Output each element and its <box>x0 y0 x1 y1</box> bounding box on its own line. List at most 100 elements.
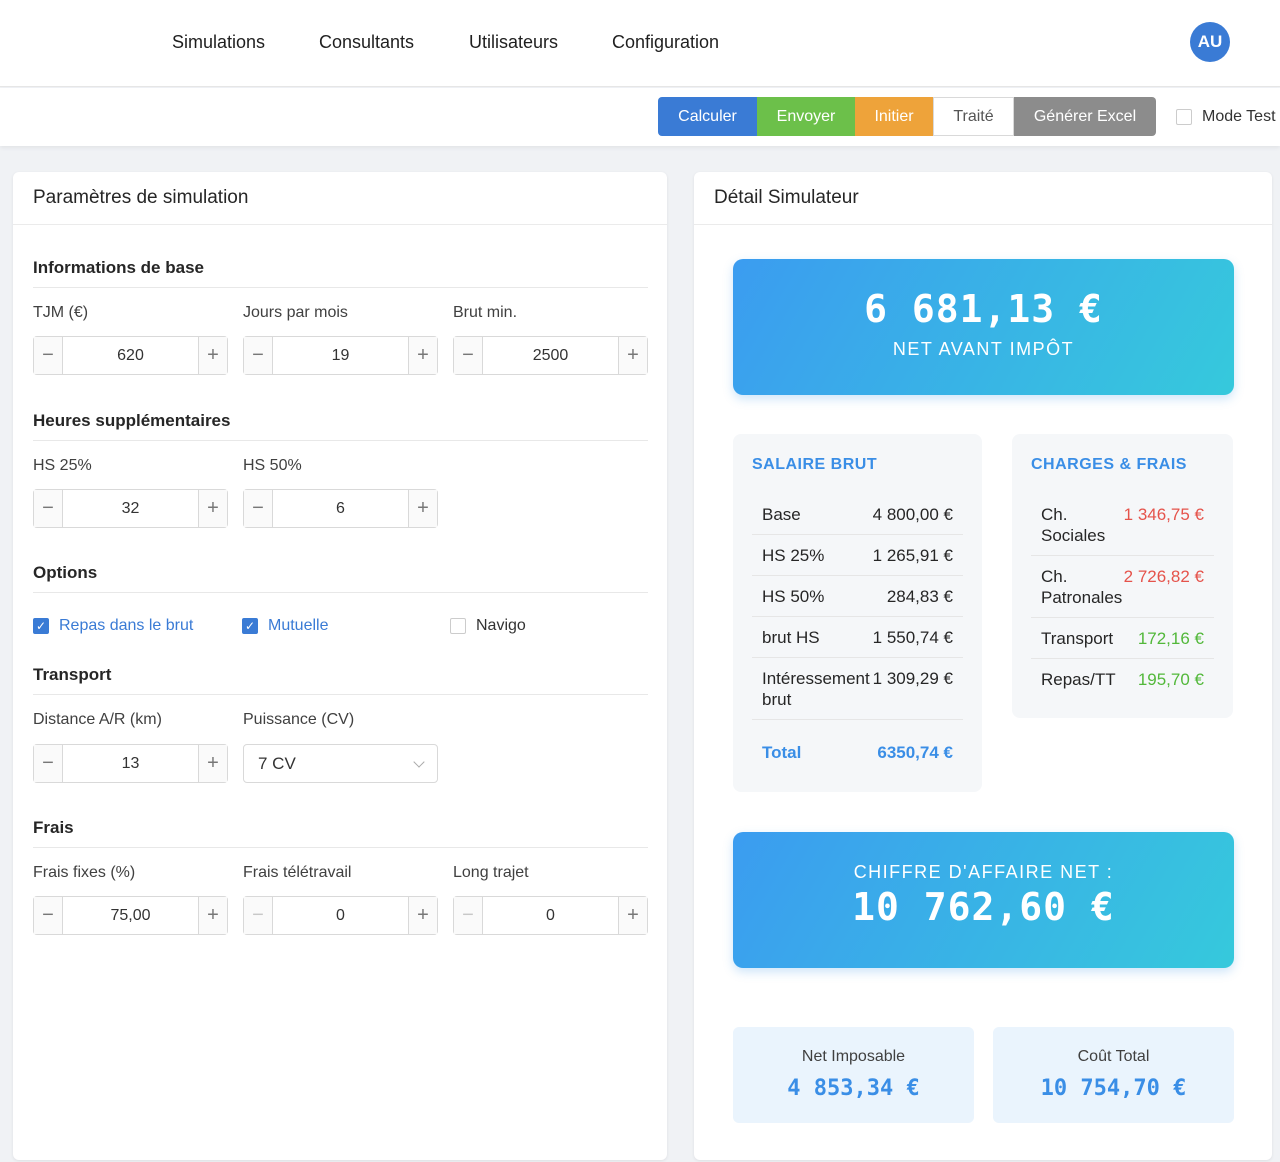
section-transport-title: Transport <box>33 665 112 684</box>
increment-button[interactable]: + <box>198 745 227 782</box>
brut-row-hs25: HS 25% 1 265,91 € <box>752 535 963 576</box>
brut-min-label: Brut min. <box>453 304 518 321</box>
increment-button[interactable]: + <box>198 897 227 934</box>
brut-row-brut-hs: brut HS 1 550,74 € <box>752 617 963 658</box>
check-icon[interactable]: ✓ <box>242 618 258 634</box>
decrement-button[interactable]: − <box>244 897 273 934</box>
decrement-button[interactable]: − <box>244 337 273 374</box>
row-value: 1 346,75 € <box>1123 505 1204 524</box>
hs50-input[interactable]: 6 <box>336 499 345 517</box>
increment-button[interactable]: + <box>408 897 437 934</box>
mode-test-checkbox[interactable] <box>1176 109 1192 125</box>
long-trajet-stepper[interactable]: − 0 + <box>453 896 648 935</box>
initier-button[interactable]: Initier <box>855 97 933 136</box>
increment-button[interactable]: + <box>618 897 647 934</box>
row-label: brut HS <box>762 628 820 647</box>
navigo-option[interactable]: Navigo <box>450 617 526 635</box>
frais-teletravail-stepper[interactable]: − 0 + <box>243 896 438 935</box>
tjm-input[interactable]: 620 <box>117 346 144 364</box>
jours-label: Jours par mois <box>243 304 348 321</box>
net-imposable-card: Net Imposable 4 853,34 € <box>733 1027 974 1123</box>
navigo-label: Navigo <box>476 617 526 634</box>
row-value: 1 309,29 € <box>872 669 953 688</box>
brut-row-base: Base 4 800,00 € <box>752 494 963 535</box>
long-trajet-input[interactable]: 0 <box>546 906 555 924</box>
decrement-button[interactable]: − <box>454 897 483 934</box>
frais-teletravail-input[interactable]: 0 <box>336 906 345 924</box>
frais-teletravail-label: Frais télétravail <box>243 864 352 881</box>
nav-configuration[interactable]: Configuration <box>612 32 720 52</box>
row-label: Base <box>762 505 801 524</box>
row-value: 172,16 € <box>1137 629 1204 648</box>
repas-option[interactable]: ✓ Repas dans le brut <box>33 617 193 635</box>
nav-utilisateurs[interactable]: Utilisateurs <box>469 32 559 52</box>
chiffre-affaire-value: 10 762,60 € <box>852 885 1115 929</box>
chevron-down-icon <box>413 755 425 768</box>
divider <box>33 592 648 593</box>
mode-test-toggle[interactable]: Mode Test <box>1176 108 1276 126</box>
decrement-button[interactable]: − <box>34 745 63 782</box>
row-value: 284,83 € <box>886 587 953 606</box>
increment-button[interactable]: + <box>198 337 227 374</box>
section-frais-title: Frais <box>33 818 74 837</box>
increment-button[interactable]: + <box>618 337 647 374</box>
increment-button[interactable]: + <box>408 337 437 374</box>
puissance-value: 7 CV <box>258 753 296 773</box>
brut-min-input[interactable]: 2500 <box>532 346 569 364</box>
navigo-checkbox[interactable] <box>450 618 466 634</box>
charges-row-transport: Transport 172,16 € <box>1031 618 1214 659</box>
increment-button[interactable]: + <box>408 490 437 527</box>
total-label: Total <box>762 743 802 762</box>
section-base-title: Informations de base <box>33 258 204 277</box>
check-icon[interactable]: ✓ <box>33 618 49 634</box>
row-value: 4 800,00 € <box>872 505 953 524</box>
brut-min-stepper[interactable]: − 2500 + <box>453 336 648 375</box>
row-value: 1 265,91 € <box>872 546 953 565</box>
nav-consultants[interactable]: Consultants <box>319 32 415 52</box>
hs50-stepper[interactable]: − 6 + <box>243 489 438 528</box>
top-navbar: Simulations Consultants Utilisateurs Con… <box>0 0 1280 87</box>
decrement-button[interactable]: − <box>454 337 483 374</box>
divider <box>33 847 648 848</box>
nav-simulations[interactable]: Simulations <box>172 32 266 52</box>
increment-button[interactable]: + <box>198 490 227 527</box>
user-avatar[interactable]: AU <box>1190 22 1230 62</box>
row-value: 195,70 € <box>1137 670 1204 689</box>
row-label: Transport <box>1041 629 1114 648</box>
decrement-button[interactable]: − <box>34 490 63 527</box>
distance-input[interactable]: 13 <box>121 754 140 772</box>
generer-excel-button[interactable]: Générer Excel <box>1014 97 1156 136</box>
distance-label: Distance A/R (km) <box>33 711 162 728</box>
hs25-input[interactable]: 32 <box>121 499 140 517</box>
distance-stepper[interactable]: − 13 + <box>33 744 228 783</box>
brut-row-hs50: HS 50% 284,83 € <box>752 576 963 617</box>
tjm-stepper[interactable]: − 620 + <box>33 336 228 375</box>
mutuelle-option[interactable]: ✓ Mutuelle <box>242 617 328 635</box>
jours-stepper[interactable]: − 19 + <box>243 336 438 375</box>
puissance-label: Puissance (CV) <box>243 711 355 728</box>
decrement-button[interactable]: − <box>34 337 63 374</box>
envoyer-button[interactable]: Envoyer <box>757 97 855 136</box>
traite-button[interactable]: Traité <box>933 97 1014 136</box>
chiffre-affaire-label: CHIFFRE D'AFFAIRE NET : <box>853 862 1114 882</box>
row-label: HS 25% <box>762 546 825 565</box>
section-options-title: Options <box>33 563 98 582</box>
brut-total-row: Total 6350,74 € <box>752 743 963 763</box>
frais-fixes-input[interactable]: 75,00 <box>110 906 151 924</box>
net-avant-impot-label: NET AVANT IMPÔT <box>892 339 1075 359</box>
hs25-stepper[interactable]: − 32 + <box>33 489 228 528</box>
divider <box>33 440 648 441</box>
calculer-button[interactable]: Calculer <box>658 97 757 136</box>
jours-input[interactable]: 19 <box>331 346 350 364</box>
simulation-parameters-panel: Paramètres de simulation Informations de… <box>13 172 667 1160</box>
frais-fixes-stepper[interactable]: − 75,00 + <box>33 896 228 935</box>
divider <box>33 694 648 695</box>
charges-row-sociales: Ch. Sociales 1 346,75 € <box>1031 494 1214 556</box>
decrement-button[interactable]: − <box>34 897 63 934</box>
row-label: Intéressement brut <box>762 669 870 709</box>
decrement-button[interactable]: − <box>244 490 273 527</box>
brut-row-interessement: Intéressement brut 1 309,29 € <box>752 658 963 720</box>
parameters-title: Paramètres de simulation <box>13 172 667 225</box>
cout-total-card: Coût Total 10 754,70 € <box>993 1027 1234 1123</box>
puissance-select[interactable]: 7 CV <box>243 744 438 783</box>
